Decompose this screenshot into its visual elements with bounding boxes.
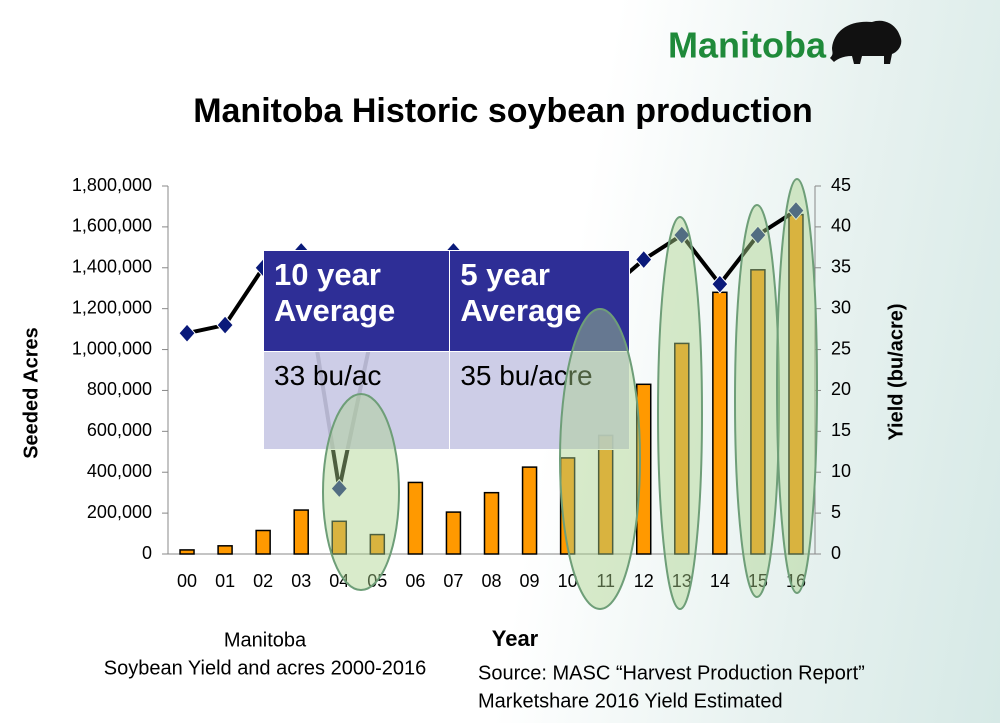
y2-tick-label: 20 [831, 379, 851, 399]
bar [407, 481, 424, 555]
bar [674, 342, 690, 555]
x-tick-label: 04 [329, 571, 349, 591]
logo-text: Manitoba [668, 25, 827, 66]
y2-tick-label: 25 [831, 338, 851, 358]
y-tick-label: 600,000 [87, 420, 152, 440]
x-tick-label: 02 [253, 571, 273, 591]
bar [597, 434, 614, 555]
y2-tick-label: 45 [831, 175, 851, 195]
y2-tick-label: 30 [831, 297, 851, 317]
x-tick-label: 06 [405, 571, 425, 591]
x-tick-label: 10 [558, 571, 578, 591]
x-tick-label: 07 [443, 571, 463, 591]
bar [445, 511, 462, 555]
x-tick-label: 05 [367, 571, 387, 591]
table-header: 10 year Average [262, 250, 451, 352]
bar [483, 491, 500, 555]
source-line: Marketshare 2016 Yield Estimated [478, 690, 783, 712]
y-tick-label: 200,000 [87, 502, 152, 522]
source-line: Source: MASC “Harvest Production Report” [478, 662, 865, 684]
x-tick-label: 09 [520, 571, 540, 591]
logo-bison [830, 20, 902, 64]
chart-title: Manitoba Historic soybean production [193, 92, 813, 130]
logo: Manitoba [668, 20, 902, 66]
bar [559, 457, 576, 555]
yield-marker [216, 315, 234, 335]
x-tick-label: 11 [596, 571, 615, 591]
y2-tick-label: 15 [831, 420, 851, 440]
yield-marker [330, 478, 348, 499]
yield-marker [635, 249, 653, 270]
bar [369, 533, 386, 555]
x-tick-label: 13 [672, 571, 692, 591]
bar [750, 269, 766, 555]
yield-marker [178, 323, 196, 343]
bar [331, 520, 348, 555]
x-tick-label: 08 [481, 571, 501, 591]
y-tick-label: 1,400,000 [72, 257, 152, 277]
y2-tick-label: 5 [831, 502, 841, 522]
average-table: 10 year Average 5 year Average 33 bu/ac … [262, 250, 630, 450]
bar [712, 291, 728, 555]
bar [788, 213, 804, 555]
x-tick-label: 15 [748, 571, 768, 591]
table-header: 5 year Average [449, 250, 630, 352]
y-tick-label: 800,000 [87, 379, 152, 399]
bar [635, 383, 652, 555]
bar [217, 545, 233, 555]
y2-tick-label: 0 [831, 543, 841, 563]
y-tick-label: 1,600,000 [72, 216, 152, 236]
y2-tick-label: 10 [831, 461, 851, 481]
x-tick-label: 14 [710, 571, 730, 591]
caption-line: Soybean Yield and acres 2000-2016 [104, 657, 426, 679]
y2-axis-title: Yield (bu/acre) [885, 303, 907, 440]
x-tick-label: 03 [291, 571, 311, 591]
caption-line: Manitoba [224, 629, 307, 651]
x-tick-label: 00 [177, 571, 197, 591]
x-tick-label: 01 [215, 571, 235, 591]
y-tick-label: 1,200,000 [72, 297, 152, 317]
x-tick-label: 12 [634, 571, 654, 591]
bar [179, 549, 195, 555]
y2-tick-label: 35 [831, 257, 851, 277]
table-cell: 35 bu/acre [449, 351, 630, 450]
y2-tick-label: 40 [831, 216, 851, 236]
y-tick-label: 1,800,000 [72, 175, 152, 195]
yield-marker [711, 274, 729, 294]
y-tick-label: 0 [142, 543, 152, 563]
bar [293, 509, 309, 555]
x-tick-label: 16 [786, 571, 806, 591]
bar [255, 529, 271, 555]
x-axis-title: Year [492, 626, 539, 651]
y-tick-label: 400,000 [87, 461, 152, 481]
y-axis-title: Seeded Acres [20, 327, 42, 459]
bar [521, 466, 538, 555]
table-cell: 33 bu/ac [262, 351, 451, 450]
y-tick-label: 1,000,000 [72, 338, 152, 358]
